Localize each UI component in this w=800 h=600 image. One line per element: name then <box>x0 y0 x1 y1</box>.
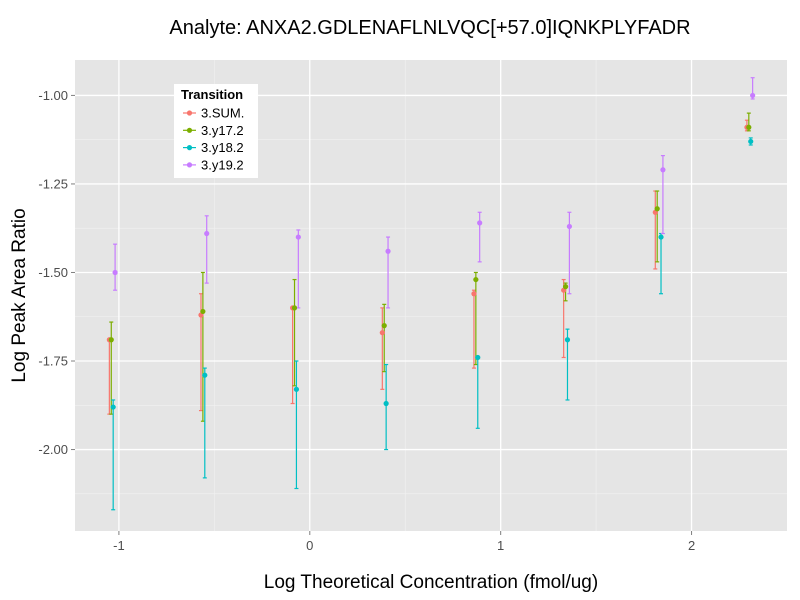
data-point <box>293 386 300 392</box>
grid-layer <box>75 60 787 531</box>
data-point <box>658 234 664 240</box>
data-point <box>748 138 754 145</box>
data-layer <box>106 77 756 511</box>
data-point <box>202 372 208 378</box>
legend-title: Transition <box>181 87 243 102</box>
data-point <box>475 354 481 361</box>
data-point <box>471 291 477 297</box>
y-tick-label: -1.75 <box>38 354 68 369</box>
data-point <box>110 404 116 410</box>
chart-title: Analyte: ANXA2.GDLENAFLNLVQC[+57.0]IQNKP… <box>169 17 690 39</box>
y-tick-label: -1.00 <box>38 88 68 103</box>
data-point <box>381 323 387 329</box>
data-point <box>566 223 572 230</box>
data-point <box>564 337 571 343</box>
data-point <box>295 234 301 240</box>
data-point <box>379 330 385 336</box>
data-point <box>473 276 479 283</box>
legend-label: 3.y19.2 <box>201 157 244 172</box>
y-axis-title: Log Peak Area Ratio <box>9 208 30 382</box>
data-point <box>200 308 206 315</box>
legend-items: 3.SUM. 3.y17.2 3.y18.2 3.y19.2 <box>183 106 244 172</box>
data-point <box>562 284 569 290</box>
data-point <box>204 230 210 237</box>
legend-key-point <box>186 127 193 133</box>
legend-key-point <box>186 110 193 116</box>
y-tick-label: -1.50 <box>38 265 68 280</box>
x-tick-label: 2 <box>688 538 695 553</box>
data-point <box>746 124 752 130</box>
data-point <box>750 92 756 99</box>
legend-label: 3.SUM. <box>201 106 244 121</box>
tick-layer: -1 0 1 2 -2.00 -1.75 -1.50 -1.25 -1.00 <box>38 88 695 553</box>
x-axis-title: Log Theoretical Concentration (fmol/ug) <box>264 572 598 593</box>
x-tick-label: 0 <box>306 538 313 553</box>
data-point <box>383 400 389 407</box>
legend: Transition 3.SUM. 3.y17.2 3.y18.2 3.y19.2 <box>174 84 258 178</box>
y-tick-label: -1.25 <box>38 176 68 191</box>
data-point <box>477 220 483 226</box>
y-tick-label: -2.00 <box>38 442 68 457</box>
legend-label: 3.y17.2 <box>201 123 244 138</box>
legend-item: 3.y19.2 <box>183 157 244 172</box>
data-point <box>660 167 666 173</box>
data-point <box>112 269 118 276</box>
x-tick-label: -1 <box>113 538 125 553</box>
legend-item: 3.y17.2 <box>183 123 244 138</box>
legend-key-point <box>186 145 193 151</box>
data-point <box>291 305 298 311</box>
legend-item: 3.SUM. <box>183 106 244 121</box>
x-tick-label: 1 <box>497 538 504 553</box>
legend-key-point <box>186 162 193 168</box>
data-point <box>385 248 391 254</box>
legend-item: 3.y18.2 <box>183 140 244 155</box>
data-point <box>654 206 660 212</box>
data-point <box>108 337 114 343</box>
legend-label: 3.y18.2 <box>201 140 244 155</box>
